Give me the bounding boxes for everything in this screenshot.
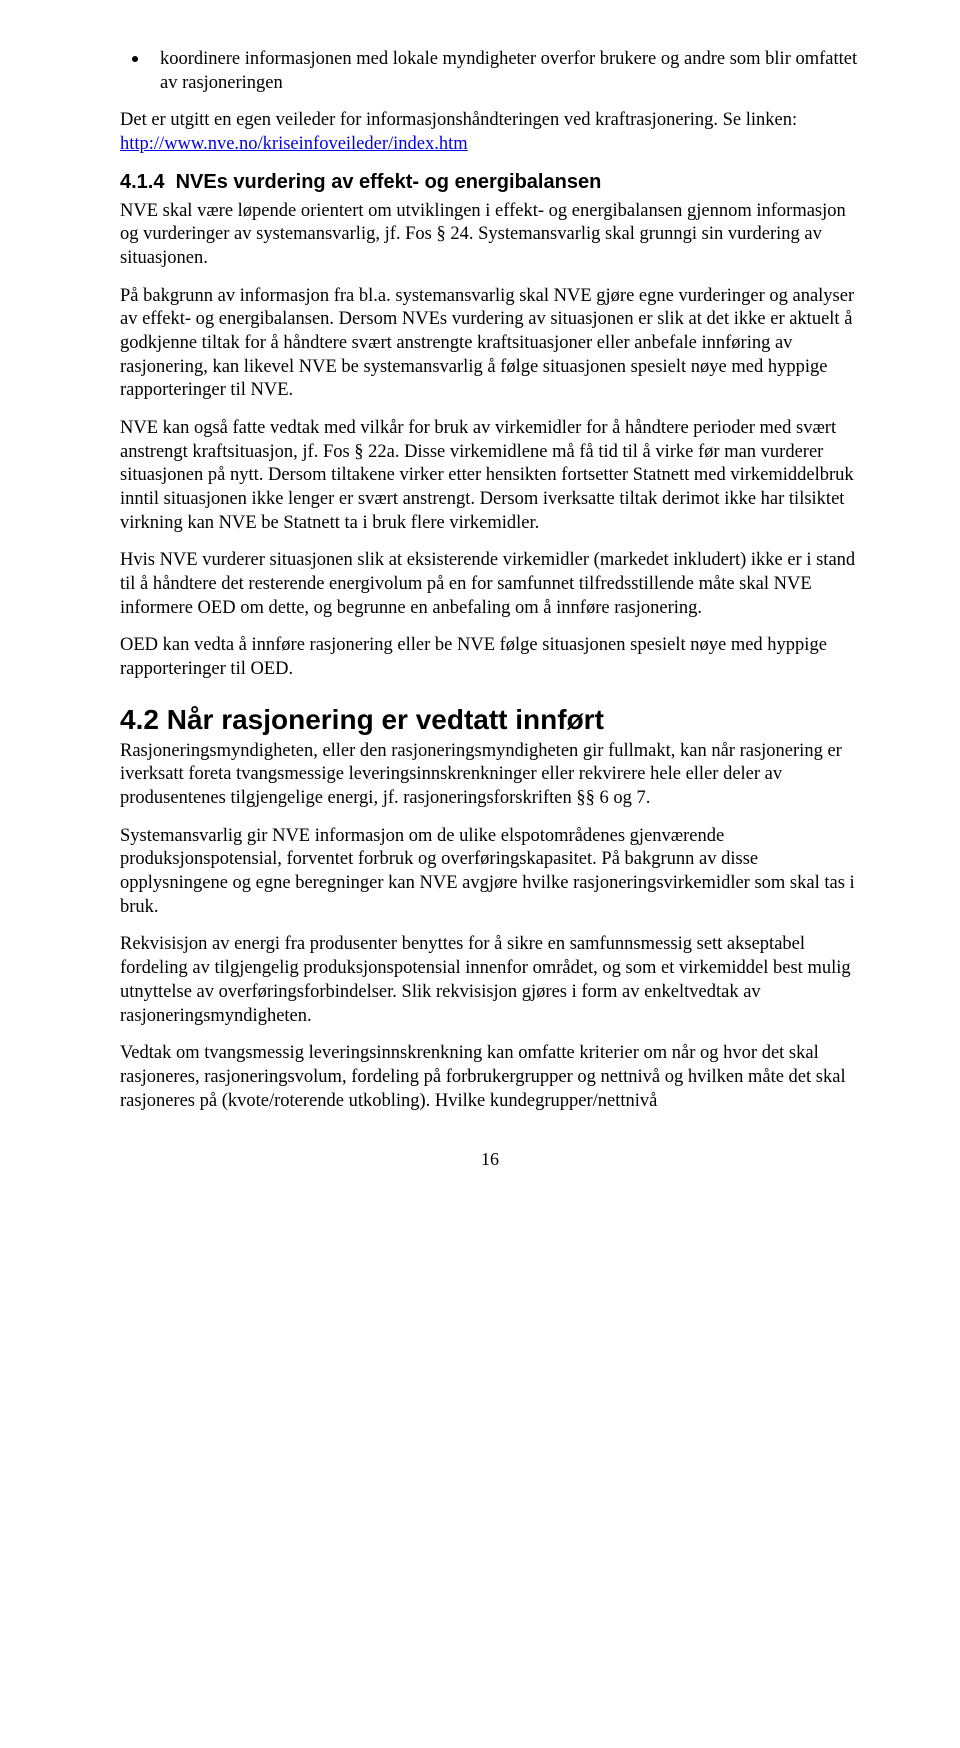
bullet-marker	[132, 56, 138, 62]
page-number: 16	[120, 1149, 860, 1170]
heading-number: 4.2	[120, 704, 159, 735]
body-paragraph: Rekvisisjon av energi fra produsenter be…	[120, 933, 860, 1028]
body-paragraph: NVE kan også fatte vedtak med vilkår for…	[120, 417, 860, 535]
heading-4-1-4: 4.1.4 NVEs vurdering av effekt- og energ…	[120, 171, 860, 194]
bullet-item: koordinere informasjonen med lokale mynd…	[132, 48, 860, 95]
heading-number: 4.1.4	[120, 171, 164, 193]
body-paragraph: Systemansvarlig gir NVE informasjon om d…	[120, 825, 860, 920]
bullet-text: koordinere informasjonen med lokale mynd…	[160, 48, 860, 95]
heading-title: Når rasjonering er vedtatt innført	[167, 704, 604, 735]
body-paragraph: Vedtak om tvangsmessig leveringsinnskren…	[120, 1042, 860, 1113]
intro-paragraph: Det er utgitt en egen veileder for infor…	[120, 109, 860, 156]
heading-4-2: 4.2 Når rasjonering er vedtatt innført	[120, 704, 860, 736]
body-paragraph: Rasjoneringsmyndigheten, eller den rasjo…	[120, 740, 860, 811]
intro-text: Det er utgitt en egen veileder for infor…	[120, 110, 797, 130]
body-paragraph: NVE skal være løpende orientert om utvik…	[120, 200, 860, 271]
body-paragraph: Hvis NVE vurderer situasjonen slik at ek…	[120, 549, 860, 620]
body-paragraph: På bakgrunn av informasjon fra bl.a. sys…	[120, 285, 860, 403]
veileder-link[interactable]: http://www.nve.no/kriseinfoveileder/inde…	[120, 134, 468, 154]
body-paragraph: OED kan vedta å innføre rasjonering elle…	[120, 634, 860, 681]
heading-title: NVEs vurdering av effekt- og energibalan…	[176, 171, 602, 193]
